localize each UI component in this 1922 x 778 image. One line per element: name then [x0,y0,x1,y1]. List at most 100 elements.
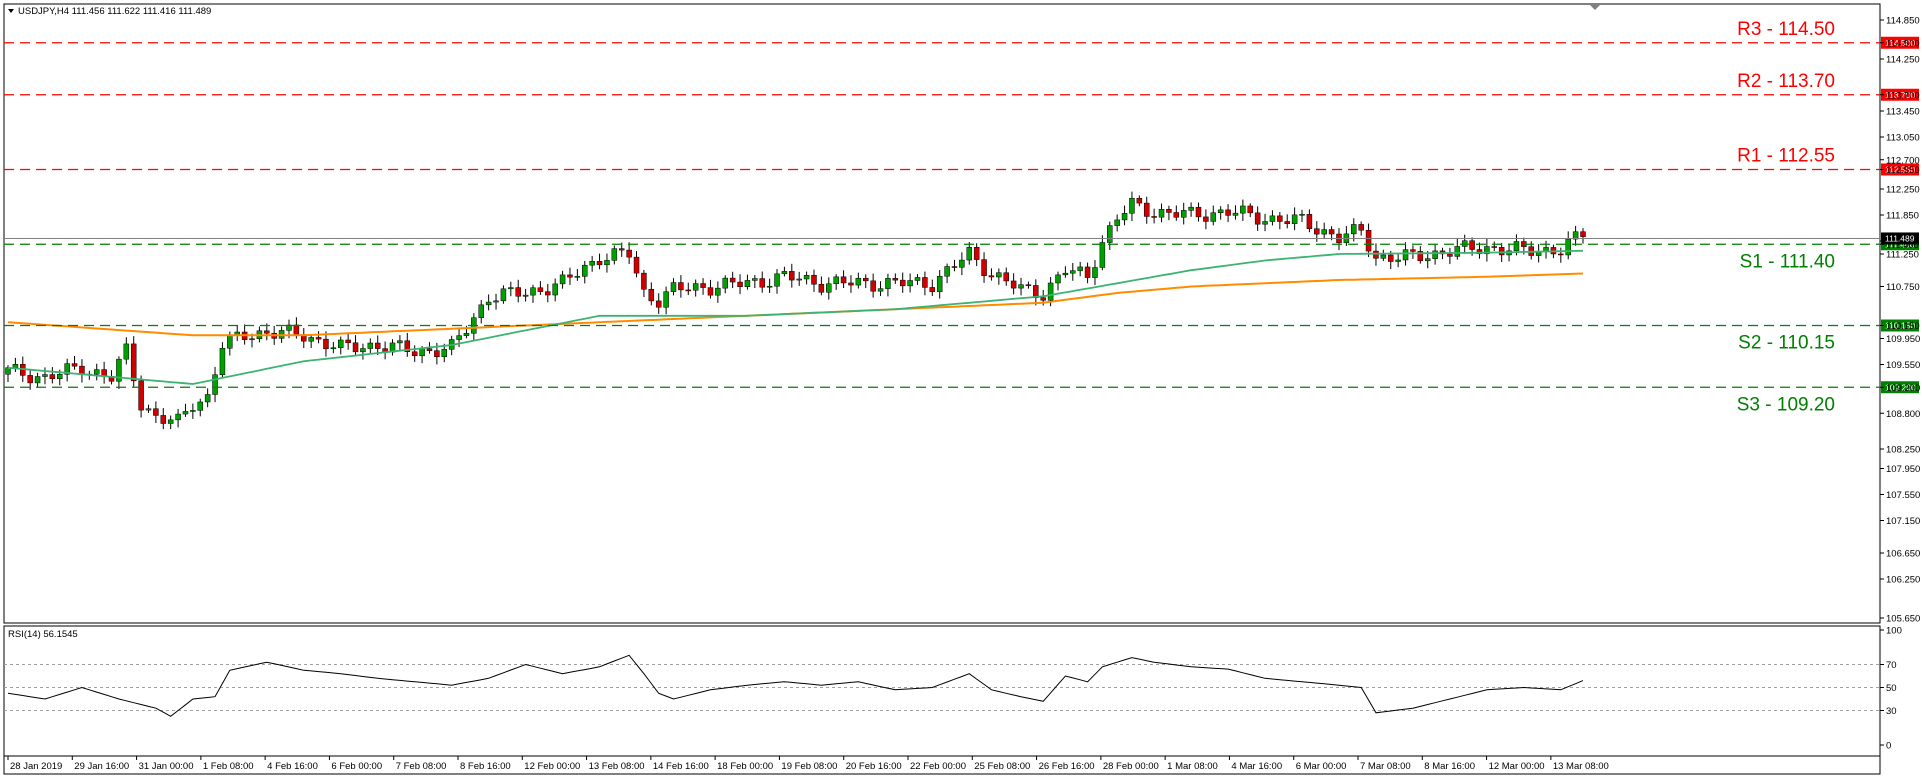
candle-body [951,266,958,268]
candle-body [907,280,913,287]
candle-body [1232,212,1239,216]
candle-body [337,339,344,348]
candle-body [182,411,189,415]
rsi-tick-label: 0 [1886,741,1891,752]
candle-body [1358,224,1364,231]
price-tick-label: 113.050 [1886,133,1920,144]
candle-body [323,338,329,350]
ma-fast-line [7,249,1584,385]
candle-body [574,276,581,278]
candle-body [64,363,70,375]
shift-marker-icon[interactable] [1590,5,1600,10]
candle-body [1580,231,1586,237]
candle-body [264,330,270,334]
candle-body [1476,249,1483,255]
time-tick-label: 8 Mar 16:00 [1424,761,1475,772]
candle-body [1047,282,1054,301]
collapse-triangle-icon[interactable] [8,9,14,13]
candle-body [655,300,662,308]
candle-body [1143,202,1150,217]
level-tag-bg [1881,36,1919,49]
time-tick-label: 4 Feb 16:00 [267,761,318,772]
candle-body [330,347,337,350]
price-tick-label: 113.450 [1886,107,1920,118]
candle-body [981,259,987,276]
price-tick-label: 106.650 [1886,549,1920,560]
rsi-tick-label: 50 [1886,683,1897,694]
candle-body [441,349,448,357]
candle-body [1321,229,1327,235]
candle-body [367,342,374,349]
time-tick-label: 31 Jan 00:00 [139,761,194,772]
candle-body [862,277,869,282]
candle-body [1010,280,1017,289]
candle-body [759,278,765,288]
candle-body [1432,250,1438,259]
time-tick-label: 1 Mar 08:00 [1167,761,1218,772]
candle-body [826,283,832,293]
candle-body [71,363,78,367]
candle-body [42,374,48,377]
price-tick-label: 111.250 [1886,250,1919,261]
time-tick-label: 19 Feb 08:00 [781,761,837,772]
time-tick-label: 29 Jan 16:00 [74,761,129,772]
candle-body [1055,274,1061,284]
candle-body [1151,216,1157,218]
time-tick-label: 7 Feb 08:00 [396,761,447,772]
candle-body [1454,246,1461,257]
candle-body [374,342,381,349]
candle-body [796,278,802,281]
candle-body [1498,247,1505,256]
candle-body [345,339,351,344]
level-r3: R3 - 114.50 114.500 [4,19,1919,49]
candle-body [914,277,921,281]
candle-body [1254,212,1261,225]
candle-body [1158,209,1165,218]
candle-body [493,300,499,303]
candle-body [1291,214,1298,224]
level-tag-bg [1881,163,1919,176]
candle-body [190,410,196,412]
sr-levels: R3 - 114.50 114.500 R2 - 113.70 113.700 R1 -… [4,19,1919,415]
price-tick-label: 114.250 [1886,55,1920,66]
price-tick-label: 110.750 [1886,282,1920,293]
candle-body [1070,270,1076,274]
candle-body [1240,205,1246,214]
time-tick-label: 4 Mar 16:00 [1231,761,1282,772]
candle-body [685,289,692,292]
candle-body [973,247,980,260]
candle-body [885,278,891,289]
time-tick-label: 13 Mar 08:00 [1553,761,1609,772]
time-tick-label: 22 Feb 00:00 [910,761,966,772]
candle-body [197,401,204,411]
candle-body [1180,210,1187,218]
candle-body [456,335,462,340]
candle-body [1040,297,1046,301]
candle-body [589,261,595,266]
candle-body [1447,253,1453,257]
price-tick-label: 114.850 [1886,16,1920,27]
time-tick-label: 28 Jan 2019 [10,761,62,772]
level-tag-bg [1881,381,1919,394]
candle-body [545,291,551,296]
candle-body [611,248,618,261]
time-tick-label: 20 Feb 16:00 [846,761,902,772]
candle-body [145,408,152,411]
candle-body [537,287,544,292]
chart-title: USDJPY,H4 111.456 111.622 111.416 111.48… [18,6,211,17]
candle-body [966,247,973,261]
candle-body [1299,214,1305,216]
candle-body [663,291,669,308]
candle-body [678,282,684,291]
candle-body [959,259,965,268]
rsi-guides [4,664,1880,711]
candle-body [212,374,218,395]
price-tick-label: 107.150 [1886,516,1920,527]
price-tick-label: 107.950 [1886,464,1920,475]
candle-body [936,275,943,293]
candle-body [596,261,603,266]
time-axis-labels: 28 Jan 2019 29 Jan 16:00 31 Jan 00:00 1 Feb… [7,756,1609,772]
candle-body [1114,219,1120,226]
candle-body [34,376,41,384]
candle-body [1417,251,1424,262]
